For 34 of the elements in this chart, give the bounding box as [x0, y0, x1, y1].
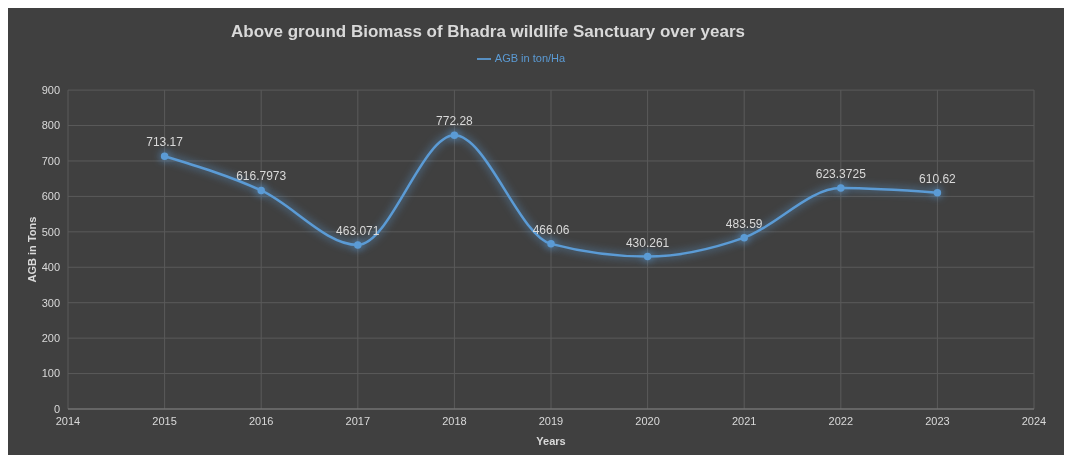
data-label: 623.3725	[815, 167, 867, 182]
x-tick-label: 2022	[828, 414, 854, 427]
y-tick-label: 900	[41, 84, 60, 96]
y-tick-label: 700	[41, 154, 60, 167]
x-tick-label: 2017	[345, 414, 371, 427]
data-label: 616.7973	[236, 169, 287, 184]
data-label: 713.17	[146, 135, 184, 150]
x-tick-label: 2021	[731, 414, 757, 427]
x-tick-label: 2019	[538, 414, 564, 427]
x-tick-label: 2024	[1021, 414, 1047, 427]
y-tick-label: 400	[41, 261, 60, 274]
x-tick-label: 2016	[248, 414, 274, 427]
y-tick-label: 800	[41, 119, 60, 132]
x-tick-label: 2014	[55, 414, 81, 427]
x-tick-label: 2015	[152, 414, 177, 427]
data-label: 610.62	[919, 171, 957, 186]
x-tick-label: 2020	[635, 414, 660, 427]
y-tick-label: 200	[41, 332, 60, 345]
chart-title: Above ground Biomass of Bhadra wildlife Sanctuary over years	[230, 22, 746, 42]
y-tick-label: 500	[41, 225, 60, 238]
data-label: 772.28	[436, 114, 474, 129]
y-axis-title: AGB in Tons	[25, 216, 38, 283]
y-tick-label: 100	[41, 367, 60, 380]
data-label: 463.071	[336, 223, 380, 238]
y-tick-label: 300	[41, 296, 60, 309]
data-label: 466.06	[532, 222, 570, 237]
x-tick-label: 2023	[925, 414, 950, 427]
y-tick-label: 0	[53, 402, 60, 415]
x-axis-title: Years	[536, 435, 566, 447]
y-tick-label: 600	[41, 190, 60, 203]
legend-label: AGB in ton/Ha	[494, 52, 566, 64]
data-label: 430.261	[625, 235, 670, 250]
x-tick-label: 2018	[442, 414, 467, 427]
data-label: 483.59	[725, 216, 763, 231]
